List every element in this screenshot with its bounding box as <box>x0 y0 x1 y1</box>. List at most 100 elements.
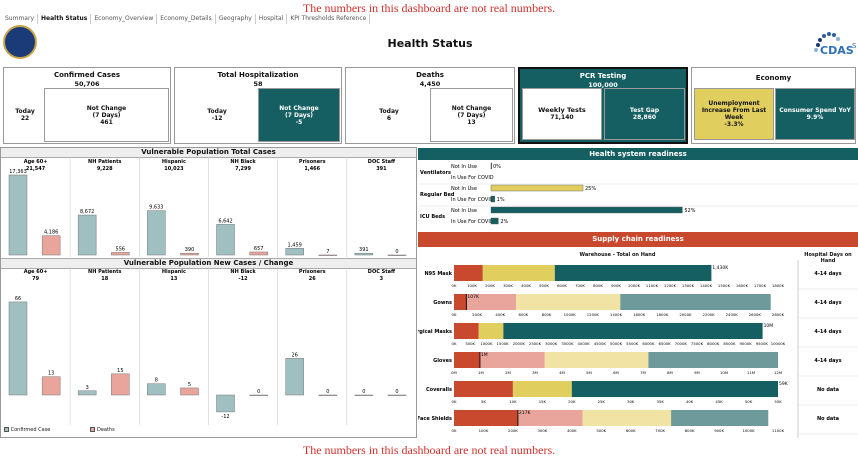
deaths-change-box: Not Change (7 Days) 13 <box>430 88 513 142</box>
deaths-value: 4,450 <box>419 80 441 88</box>
group-total: 10,023 <box>164 166 184 172</box>
supply-segment <box>517 410 583 426</box>
supply-tick: 15K <box>539 399 547 404</box>
supply-tick: 30K <box>627 399 635 404</box>
supply-tick: 6500K <box>659 341 672 346</box>
supply-tick: 10M <box>720 370 728 375</box>
group-name: NH Black <box>230 159 256 165</box>
confirmed-value: 50,706 <box>74 80 100 88</box>
confirmed-bar <box>77 214 97 256</box>
legend-confirmed-label: Confirmed Case <box>10 427 51 433</box>
supply-tick: 1500K <box>497 341 510 346</box>
readiness-group-name: Ventilators <box>420 170 451 176</box>
hosp-change-value: -5 <box>295 118 303 126</box>
supply-tick: 35K <box>657 399 665 404</box>
deaths-bar <box>180 252 199 256</box>
confirmed-bar <box>216 224 235 256</box>
group-total: 26 <box>309 276 316 282</box>
confirmed-bar-label: 26 <box>291 352 297 358</box>
hosp-change-box: Not Change (7 Days) -5 <box>258 88 340 142</box>
deaths-bar <box>387 394 407 396</box>
tab-hospital[interactable]: Hospital <box>256 14 288 24</box>
group-name: NH Black <box>230 269 256 275</box>
days-on-hand: 4-14 days <box>814 300 841 306</box>
supply-tick: 8000K <box>707 341 720 346</box>
deaths-change-label: Not Change <box>451 104 492 112</box>
supply-tick: 7000K <box>675 341 688 346</box>
supply-segment <box>648 352 778 368</box>
readiness-row-label: In Use For COVID <box>451 219 494 225</box>
days-on-hand: No data <box>817 387 839 393</box>
supply-tick: 500K <box>539 283 549 288</box>
supply-tick: 5M <box>586 370 592 375</box>
group-total: 9,228 <box>97 166 113 172</box>
confirmed-bar-label: 8 <box>155 378 158 384</box>
supply-tick: 3000K <box>545 341 558 346</box>
supply-item-name: Face Shields <box>418 416 452 422</box>
readiness-bar-label: 0% <box>493 164 501 170</box>
supply-tick: 9M <box>694 370 700 375</box>
confirmed-bar-label: 8,672 <box>80 209 94 215</box>
group-total: 18 <box>101 276 108 282</box>
supply-tick: 4500K <box>594 341 607 346</box>
state-seal-logo <box>3 25 37 59</box>
group-total: 391 <box>376 166 387 172</box>
readiness-row-label: Not In Use <box>451 208 477 214</box>
readiness-bar-label: 1% <box>497 197 505 203</box>
confirmed-bar-label: 6,642 <box>218 218 232 224</box>
supply-tick: 10000K <box>771 341 786 346</box>
tab-economy-overview[interactable]: Economy_Overview <box>91 14 158 24</box>
legend-confirmed: Confirmed Case <box>4 427 50 435</box>
supply-tick: 7M <box>640 370 646 375</box>
legend-confirmed-swatch <box>4 427 9 432</box>
tab-economy-details[interactable]: Economy_Details <box>157 14 216 24</box>
supply-tick: 700K <box>655 428 665 433</box>
page-title: Health Status <box>387 37 473 50</box>
supply-segment <box>482 265 555 281</box>
supply-tick: 1300K <box>682 283 695 288</box>
tab-summary[interactable]: Summary <box>2 14 38 24</box>
supply-tick: 5K <box>481 399 486 404</box>
readiness-bar <box>490 184 584 192</box>
supply-tick: 200K <box>508 428 518 433</box>
supply-tick: 55K <box>774 399 782 404</box>
confirmed-bar-label: 391 <box>359 247 369 253</box>
confirmed-bar-label: 0 <box>362 389 365 395</box>
readiness-bar-label: 2% <box>500 219 508 225</box>
supply-segment <box>503 323 763 339</box>
group-total: 7,299 <box>235 166 251 172</box>
weekly-tests-label: Weekly Tests <box>538 106 586 114</box>
confirmed-bar <box>354 252 374 256</box>
readiness-bar-label: 25% <box>585 186 596 192</box>
tab-health-status[interactable]: Health Status <box>38 14 92 24</box>
supply-tick: 2800K <box>772 312 785 317</box>
supply-tick: 500K <box>465 341 475 346</box>
supply-tick: 4M <box>559 370 565 375</box>
supply-tick: 800K <box>542 312 552 317</box>
supply-tick: 1700K <box>754 283 767 288</box>
deaths-bar-label: 5 <box>188 382 191 388</box>
supply-item-name: N95 Mask <box>424 271 452 277</box>
supply-tick: 0K <box>452 283 457 288</box>
confirmed-bar <box>285 358 304 396</box>
tab-geography[interactable]: Geography <box>216 14 256 24</box>
group-name: DOC Staff <box>368 269 396 275</box>
confirmed-bar <box>147 383 166 396</box>
days-on-hand: 4-14 days <box>814 271 841 277</box>
confirmed-bar-label: 9,633 <box>149 205 163 211</box>
supply-segment <box>466 294 517 310</box>
readiness-row-label: In Use For COVID <box>451 175 494 181</box>
disclaimer-top: The numbers in this dashboard are not re… <box>302 1 556 15</box>
deaths-bar-label: 657 <box>254 246 264 252</box>
supply-tick: 300K <box>503 283 513 288</box>
test-gap-label: Test Gap <box>629 107 660 114</box>
supply-tick: 45K <box>715 399 723 404</box>
readiness-row-label: In Use For COVID <box>451 197 494 203</box>
supply-total-label: 1,430K <box>712 265 729 271</box>
tab-kpi-thresholds-reference[interactable]: KPI Thresholds Reference <box>287 14 371 24</box>
economy-title: Economy <box>755 74 792 82</box>
supply-tick: 0K <box>452 428 457 433</box>
supply-item-name: Coveralls <box>426 387 452 393</box>
